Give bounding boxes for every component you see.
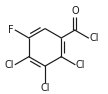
- Text: Cl: Cl: [5, 60, 14, 70]
- Text: O: O: [71, 6, 79, 16]
- Text: Cl: Cl: [40, 83, 50, 93]
- Text: Cl: Cl: [76, 60, 85, 70]
- Text: F: F: [8, 25, 14, 35]
- Text: Cl: Cl: [89, 33, 99, 43]
